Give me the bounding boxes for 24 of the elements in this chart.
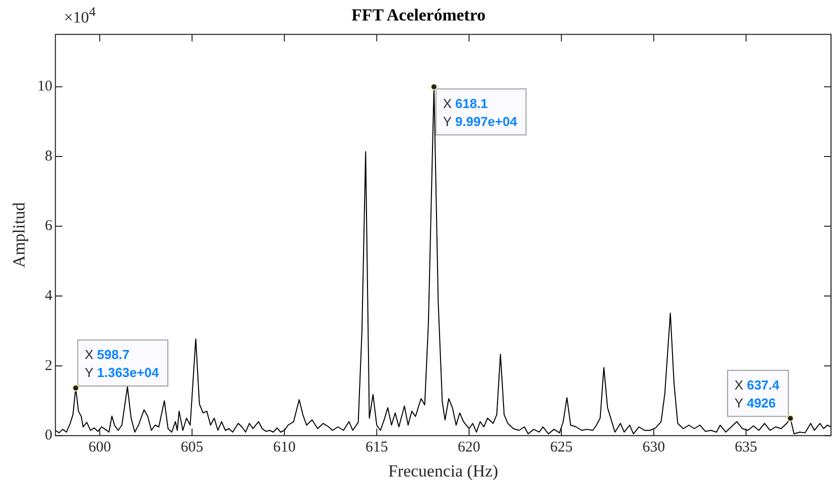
y-tick-label: 4 bbox=[44, 288, 53, 304]
x-tick-label: 600 bbox=[88, 440, 111, 456]
y-tick-label: 8 bbox=[44, 148, 52, 164]
annotation: X 637.4 Y 4926 bbox=[734, 377, 780, 410]
annotation: X 618.1 Y 9.997e+04 bbox=[442, 96, 518, 129]
y-tick-label: 0 bbox=[44, 428, 52, 444]
point bbox=[72, 384, 80, 392]
x-tick-label: 635 bbox=[734, 440, 758, 456]
x-tick-label: 615 bbox=[365, 440, 388, 456]
x-tick-label: 605 bbox=[180, 440, 204, 456]
x-tick-label: 610 bbox=[273, 440, 296, 456]
x-tick-label: 625 bbox=[550, 440, 573, 456]
text: ×10$^{4}$ bbox=[64, 4, 96, 28]
y-tick-label: 10 bbox=[37, 78, 52, 95]
annotation: X 598.7 Y 1.363e+04 bbox=[84, 347, 160, 380]
point bbox=[430, 83, 438, 90]
chart-title: FFT Acelerómetro bbox=[352, 6, 486, 25]
point bbox=[786, 414, 794, 422]
x-axis-title: Frecuencia (Hz) bbox=[388, 461, 498, 480]
x-tick-label: 620 bbox=[458, 440, 480, 456]
y-tick-label: 2 bbox=[44, 358, 52, 374]
y-tick-label: 6 bbox=[44, 218, 53, 234]
x-tick-label: 630 bbox=[642, 440, 665, 456]
y-axis-title: Amplitud bbox=[10, 202, 29, 268]
